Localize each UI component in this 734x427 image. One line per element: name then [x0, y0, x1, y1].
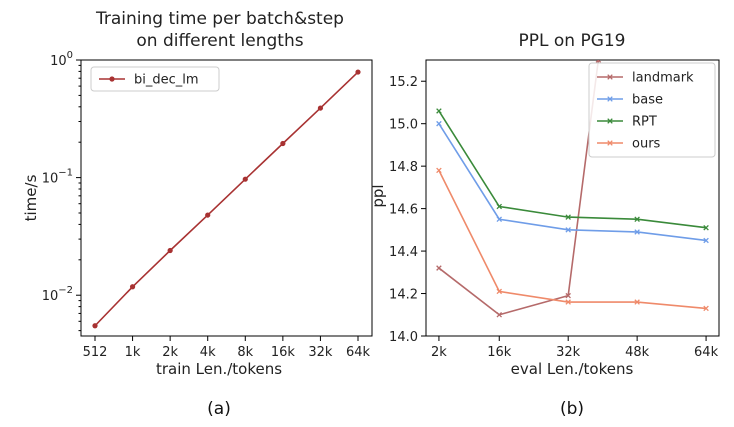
chart-b-legend-label: base	[632, 93, 663, 108]
chart-b-y-tick-label: 14.4	[389, 245, 418, 260]
chart-b-point	[634, 229, 640, 235]
chart-b-y-tick-label: 14.0	[389, 330, 418, 345]
chart-a-series-line	[94, 71, 359, 327]
chart-a-plot-area: 100 10−1 10−2 512 1k 2k 4k 8k 16k 32k 64k bi_dec_lm	[42, 50, 373, 360]
chart-b-series-group	[436, 60, 709, 318]
chart-a-point	[355, 69, 361, 75]
chart-a-point	[317, 105, 324, 111]
chart-a-y-tick-label: 10−1	[42, 168, 73, 187]
chart-b-y-tick-label: 15.2	[389, 75, 418, 90]
chart-b-y-tick-label: 14.6	[389, 203, 418, 218]
chart-a-panel-label: (a)	[207, 399, 231, 419]
chart-b-x-axis-title: eval Len./tokens	[511, 360, 634, 378]
chart-a-x-tick-label: 16k	[271, 345, 296, 360]
chart-a-x-tick-label: 4k	[200, 345, 216, 360]
chart-b-x-tick-label: 48k	[625, 345, 650, 360]
chart-a-y-axis-title: time/s	[22, 174, 40, 221]
chart-a-x-axis-title: train Len./tokens	[156, 360, 282, 378]
chart-a-x-tick-label: 32k	[308, 345, 333, 360]
chart-b-title: PPL on PG19	[518, 31, 625, 51]
chart-b-point	[597, 60, 602, 63]
chart-b-point	[634, 299, 640, 305]
chart-a-point	[129, 284, 136, 290]
chart-b-point	[607, 140, 613, 146]
chart-b-point	[607, 118, 613, 124]
chart-a-title-line-1: Training time per batch&step	[95, 9, 344, 29]
chart-b-legend-label: ours	[632, 137, 661, 152]
chart-b-point	[496, 312, 503, 318]
chart-b-point	[634, 216, 640, 222]
chart-b-series-line-ours	[438, 170, 707, 310]
chart-a-x-tick-label: 64k	[346, 345, 371, 360]
chart-b-point	[565, 299, 571, 305]
chart-b-series-line-landmark	[438, 60, 600, 316]
chart-b-point	[607, 96, 613, 102]
chart-a-point	[92, 323, 98, 329]
chart-b-point	[595, 60, 600, 63]
chart-b-y-tick-label: 14.8	[389, 160, 418, 175]
chart-a-point	[205, 212, 211, 218]
chart-b-point	[496, 216, 503, 222]
chart-b-plot-area: 14.0 14.2 14.4 14.6 14.8 15.0 15.2 2k 16k 32k 48k 6…	[389, 59, 720, 360]
chart-b-x-tick-label: 2k	[431, 345, 447, 360]
chart-a-title-line-2: on different lengths	[136, 31, 303, 51]
chart-b-point	[436, 120, 442, 127]
chart-b-point	[607, 74, 613, 80]
chart-b-y-tick-label: 15.0	[389, 118, 418, 133]
chart-a-x-tick-label: 8k	[237, 345, 253, 360]
chart-a-legend	[90, 66, 220, 92]
chart-a-x-tick-label: 1k	[125, 345, 141, 360]
chart-b-frame	[425, 59, 720, 337]
chart-b-legend-label: landmark	[632, 71, 694, 86]
chart-b-point	[496, 203, 503, 210]
chart-b-point	[436, 167, 442, 174]
chart-a-legend-marker	[109, 76, 115, 82]
chart-a-point	[280, 140, 286, 147]
chart-b-point	[703, 224, 709, 231]
chart-b-panel-label: (b)	[560, 399, 584, 419]
chart-b-point	[436, 108, 442, 114]
chart-b-point	[703, 305, 709, 312]
chart-b-point	[565, 214, 571, 220]
chart-a-point	[242, 176, 248, 182]
chart-b-point	[496, 288, 503, 295]
chart-a-y-tick-label: 100	[50, 50, 73, 69]
chart-b-point	[565, 292, 571, 299]
chart-b-legend-label: RPT	[632, 115, 657, 130]
chart-a-x-tick-label: 2k	[162, 345, 178, 360]
chart-b-point	[703, 237, 709, 244]
chart-a-frame	[80, 59, 373, 337]
chart-b-x-tick-label: 16k	[487, 345, 512, 360]
chart-a-y-tick-label: 10−2	[42, 285, 73, 304]
chart-b: PPL on PG19 14.0 14.2 14.4 14.6 14.8 15.0 15.2…	[369, 31, 720, 419]
chart-a-legend-label: bi_dec_lm	[134, 73, 199, 88]
chart-a-x-tick-label: 512	[83, 345, 108, 360]
chart-b-x-tick-label: 32k	[556, 345, 581, 360]
chart-b-y-tick-label: 14.2	[389, 288, 418, 303]
chart-b-x-tick-label: 64k	[694, 345, 719, 360]
chart-b-y-axis-title: ppl	[369, 184, 387, 207]
chart-b-point	[565, 227, 571, 233]
chart-a: Training time per batch&step on differen…	[22, 9, 373, 419]
chart-b-point	[436, 265, 442, 271]
chart-b-legend	[588, 62, 716, 158]
chart-a-point	[167, 247, 173, 254]
